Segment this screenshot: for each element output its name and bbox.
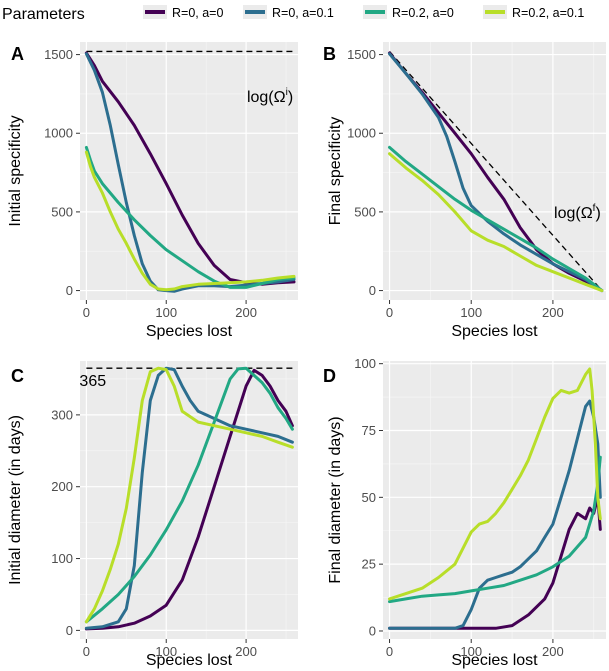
y-tick-label: 0: [66, 623, 73, 638]
series-line: [388, 399, 602, 630]
y-tick-label: 300: [51, 407, 73, 422]
annotation-main: log(Ω: [554, 205, 593, 222]
y-tick-label: 100: [354, 356, 376, 371]
y-tick-label: 100: [51, 551, 73, 566]
series-group: [84, 366, 294, 631]
x-tick-label: 100: [460, 644, 482, 659]
y-tick-label: 1500: [44, 47, 73, 62]
x-tick-label: 0: [83, 644, 90, 659]
x-tick-label: 200: [235, 305, 257, 320]
annotation-superscript: f: [593, 203, 596, 214]
y-tick-label: 200: [51, 479, 73, 494]
x-tick-label: 0: [386, 644, 393, 659]
series-line: [84, 145, 296, 289]
panel-tag: A: [11, 44, 24, 64]
series-group: [388, 367, 602, 630]
annotation-label: log(Ωf): [554, 203, 601, 222]
series-line: [84, 366, 294, 630]
panel-tag: B: [323, 44, 336, 64]
y-tick-label: 1000: [347, 126, 376, 141]
annotation-label: log(Ωi): [247, 87, 293, 106]
annotation-label: 365: [79, 373, 106, 390]
y-axis-title: Final specificity: [327, 117, 344, 225]
panel-tag: D: [323, 366, 336, 386]
y-tick-label: 0: [369, 283, 376, 298]
legend-entries: R=0, a=0 R=0, a=0.1 R=0.2, a=0 R=0.2, a=0.1: [143, 5, 584, 20]
x-tick-label: 100: [155, 644, 177, 659]
x-tick-label: 200: [542, 305, 564, 320]
x-axis-title: Species lost: [146, 652, 233, 669]
y-axis-title: Final diameter (in days): [327, 416, 344, 583]
series-line: [388, 455, 602, 604]
x-axis-title: Species lost: [146, 323, 233, 340]
legend-label: R=0.2, a=0.1: [512, 6, 584, 20]
series-line: [388, 367, 602, 601]
series-line: [84, 366, 294, 624]
annotation-main: log(Ω: [247, 89, 286, 106]
plot-background: [80, 361, 298, 639]
y-tick-label: 0: [66, 283, 73, 298]
panel-d: 0 100 200 0 25 50 75 100 D Species lost Final diam…: [323, 356, 606, 669]
panel-c: 0 100 200 0 100 200 300 365 C Species lost Initial…: [7, 361, 298, 669]
x-tick-label: 0: [83, 305, 90, 320]
annotation-close: ): [288, 89, 293, 106]
y-tick-label: 25: [362, 557, 376, 572]
y-tick-label: 500: [354, 204, 376, 219]
y-tick-label: 75: [362, 423, 376, 438]
x-tick-label: 100: [460, 305, 482, 320]
series-line: [84, 366, 294, 624]
series-group: [388, 51, 604, 293]
annotation-close: ): [595, 205, 600, 222]
y-tick-label: 500: [51, 204, 73, 219]
y-axis-title: Initial specificity: [7, 115, 24, 226]
series-line: [388, 145, 604, 293]
plot-background: [80, 42, 298, 300]
x-tick-label: 100: [155, 305, 177, 320]
series-line: [388, 495, 602, 630]
y-tick-label: 50: [362, 490, 376, 505]
panel-b: 0 100 200 0 500 1000 1500 log(Ωf) B Species lost F…: [323, 42, 606, 340]
y-tick-label: 1500: [347, 47, 376, 62]
annotation-main: 365: [79, 373, 106, 390]
x-axis-title: Species lost: [451, 652, 538, 669]
plot-background: [383, 361, 606, 639]
x-tick-label: 0: [386, 305, 393, 320]
annotation-superscript: i: [286, 87, 288, 98]
reference-line: [389, 51, 603, 291]
y-tick-label: 0: [369, 623, 376, 638]
series-line: [84, 368, 294, 631]
x-axis-title: Species lost: [451, 323, 538, 340]
legend-label: R=0, a=0: [172, 6, 223, 20]
series-line: [388, 152, 604, 293]
panel-a: 0 100 200 0 500 1000 1500 log(Ωi) A Species lost I…: [7, 42, 298, 340]
legend: Parameters R=0, a=0 R=0, a=0.1 R=0.2, a=0 R…: [2, 5, 584, 23]
y-axis-title: Initial diameter (in days): [7, 415, 24, 585]
legend-title: Parameters: [2, 6, 85, 23]
panel-tag: C: [11, 366, 24, 386]
legend-label: R=0.2, a=0: [392, 6, 454, 20]
x-tick-label: 200: [235, 644, 257, 659]
series-line: [84, 150, 296, 292]
legend-label: R=0, a=0.1: [272, 6, 334, 20]
series-group: [84, 51, 296, 293]
y-tick-label: 1000: [44, 126, 73, 141]
x-tick-label: 200: [542, 644, 564, 659]
